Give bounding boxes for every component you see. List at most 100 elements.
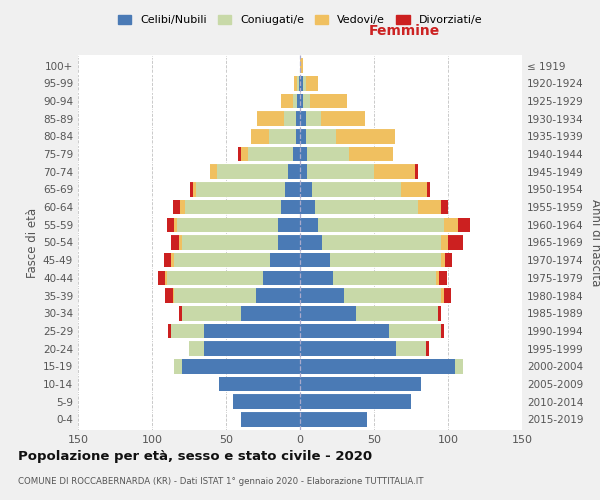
- Bar: [196, 182, 285, 196]
- Bar: [303, 94, 310, 108]
- Bar: [294, 76, 297, 90]
- Bar: [439, 270, 446, 285]
- Bar: [285, 182, 300, 196]
- Bar: [300, 324, 389, 338]
- Bar: [189, 342, 204, 356]
- Bar: [445, 253, 452, 268]
- Bar: [174, 288, 256, 303]
- Bar: [440, 200, 448, 214]
- Bar: [300, 235, 322, 250]
- Bar: [440, 324, 443, 338]
- Text: COMUNE DI ROCCABERNARDA (KR) - Dati ISTAT 1° gennaio 2020 - Elaborazione TUTTITA: COMUNE DI ROCCABERNARDA (KR) - Dati ISTA…: [18, 478, 424, 486]
- Bar: [210, 164, 217, 179]
- Bar: [300, 253, 329, 268]
- Bar: [389, 324, 440, 338]
- Bar: [233, 394, 300, 409]
- Bar: [263, 270, 300, 285]
- Bar: [296, 129, 300, 144]
- Bar: [306, 112, 321, 126]
- Bar: [349, 147, 393, 162]
- Bar: [315, 200, 418, 214]
- Bar: [300, 58, 303, 73]
- Bar: [310, 94, 347, 108]
- Bar: [182, 306, 241, 320]
- Bar: [204, 342, 300, 356]
- Bar: [299, 76, 300, 90]
- Bar: [241, 306, 300, 320]
- Bar: [443, 288, 451, 303]
- Bar: [167, 270, 263, 285]
- Bar: [448, 235, 463, 250]
- Bar: [182, 235, 278, 250]
- Bar: [193, 182, 196, 196]
- Bar: [300, 147, 307, 162]
- Bar: [401, 182, 427, 196]
- Bar: [248, 147, 293, 162]
- Bar: [300, 377, 421, 392]
- Bar: [427, 182, 430, 196]
- Bar: [300, 359, 455, 374]
- Bar: [174, 218, 177, 232]
- Bar: [300, 288, 344, 303]
- Bar: [300, 182, 312, 196]
- Bar: [166, 288, 173, 303]
- Bar: [436, 270, 439, 285]
- Text: Femmine: Femmine: [369, 24, 440, 38]
- Y-axis label: Anni di nascita: Anni di nascita: [589, 199, 600, 286]
- Bar: [166, 270, 167, 285]
- Bar: [300, 164, 307, 179]
- Bar: [167, 218, 174, 232]
- Bar: [418, 200, 440, 214]
- Bar: [303, 76, 306, 90]
- Bar: [269, 129, 296, 144]
- Bar: [168, 324, 171, 338]
- Bar: [307, 147, 349, 162]
- Bar: [182, 359, 300, 374]
- Bar: [278, 235, 300, 250]
- Bar: [281, 94, 293, 108]
- Bar: [300, 412, 367, 426]
- Bar: [458, 218, 470, 232]
- Bar: [174, 253, 271, 268]
- Text: Popolazione per età, sesso e stato civile - 2020: Popolazione per età, sesso e stato civil…: [18, 450, 372, 463]
- Bar: [455, 359, 463, 374]
- Bar: [173, 288, 174, 303]
- Bar: [443, 218, 458, 232]
- Bar: [293, 94, 297, 108]
- Bar: [300, 112, 306, 126]
- Bar: [251, 129, 269, 144]
- Bar: [440, 253, 445, 268]
- Bar: [284, 112, 296, 126]
- Bar: [164, 253, 171, 268]
- Bar: [171, 235, 179, 250]
- Bar: [293, 147, 300, 162]
- Bar: [217, 164, 288, 179]
- Bar: [241, 412, 300, 426]
- Bar: [256, 288, 300, 303]
- Bar: [190, 182, 193, 196]
- Bar: [218, 377, 300, 392]
- Bar: [440, 288, 443, 303]
- Bar: [344, 288, 440, 303]
- Bar: [180, 200, 185, 214]
- Bar: [415, 164, 418, 179]
- Bar: [332, 270, 436, 285]
- Bar: [204, 324, 300, 338]
- Y-axis label: Fasce di età: Fasce di età: [26, 208, 39, 278]
- Bar: [297, 76, 299, 90]
- Bar: [300, 129, 306, 144]
- Bar: [307, 164, 374, 179]
- Bar: [306, 76, 318, 90]
- Bar: [335, 129, 395, 144]
- Bar: [281, 200, 300, 214]
- Bar: [437, 306, 440, 320]
- Bar: [297, 94, 300, 108]
- Bar: [396, 342, 426, 356]
- Bar: [300, 394, 411, 409]
- Bar: [278, 218, 300, 232]
- Bar: [171, 253, 174, 268]
- Bar: [179, 235, 182, 250]
- Bar: [426, 342, 429, 356]
- Bar: [179, 306, 182, 320]
- Bar: [374, 164, 415, 179]
